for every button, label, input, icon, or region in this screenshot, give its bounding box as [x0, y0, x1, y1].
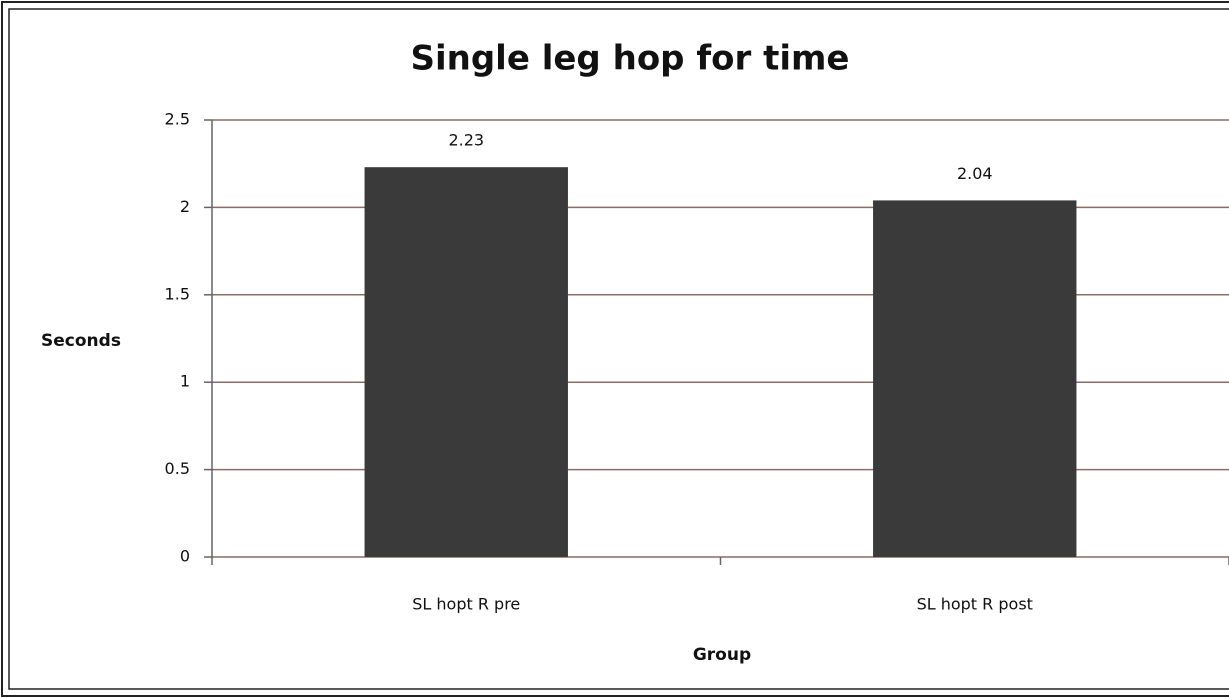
- x-tick-label: SL hopt R post: [917, 595, 1033, 614]
- bar: [873, 200, 1077, 557]
- data-label: 2.04: [957, 164, 993, 183]
- y-axis-title: Seconds: [41, 331, 121, 351]
- chart-title: Single leg hop for time: [410, 39, 849, 79]
- x-tick-label: SL hopt R pre: [412, 595, 520, 614]
- x-axis-title: Group: [693, 645, 751, 665]
- inner-frame: [8, 8, 1229, 690]
- y-tick-label: 2.5: [165, 110, 190, 129]
- y-tick-label: 0: [180, 547, 190, 566]
- bar: [364, 167, 568, 558]
- y-tick-label: 1.5: [165, 284, 190, 303]
- y-tick-label: 1: [180, 372, 190, 391]
- data-label: 2.23: [448, 131, 484, 150]
- y-tick-label: 2: [180, 197, 190, 216]
- y-tick-label: 0.5: [165, 459, 190, 478]
